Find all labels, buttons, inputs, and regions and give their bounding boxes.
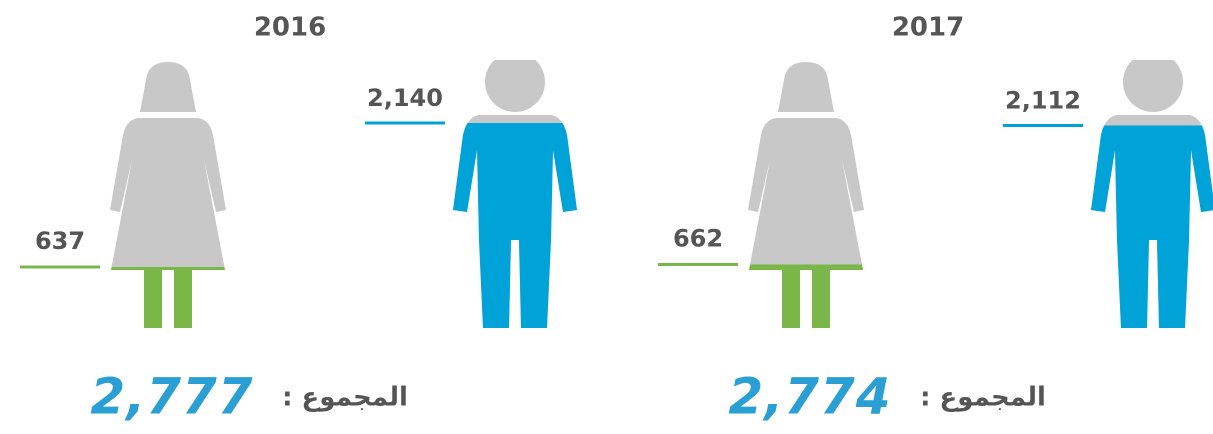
woman-figure xyxy=(110,62,226,328)
women-count: 637 xyxy=(35,227,85,255)
woman-figure xyxy=(748,62,864,328)
woman-figure-base xyxy=(748,62,864,328)
woman-figure-fill xyxy=(748,264,864,328)
women-count: 662 xyxy=(673,225,723,253)
man-figure xyxy=(453,60,577,328)
men-count: 2,112 xyxy=(1005,86,1081,114)
man-figure-fill xyxy=(1091,125,1213,328)
total-label: المجموع : xyxy=(282,383,408,413)
total-label: المجموع : xyxy=(920,383,1046,413)
total-value: 2,777 xyxy=(90,368,253,426)
man-figure-fill xyxy=(453,123,577,328)
man-figure xyxy=(1091,60,1213,328)
woman-figure-fill xyxy=(110,266,226,328)
men-count: 2,140 xyxy=(367,84,443,112)
total-value: 2,774 xyxy=(728,368,891,426)
woman-figure-base xyxy=(110,62,226,328)
year: 2016 xyxy=(254,13,326,43)
year: 2017 xyxy=(892,13,964,43)
